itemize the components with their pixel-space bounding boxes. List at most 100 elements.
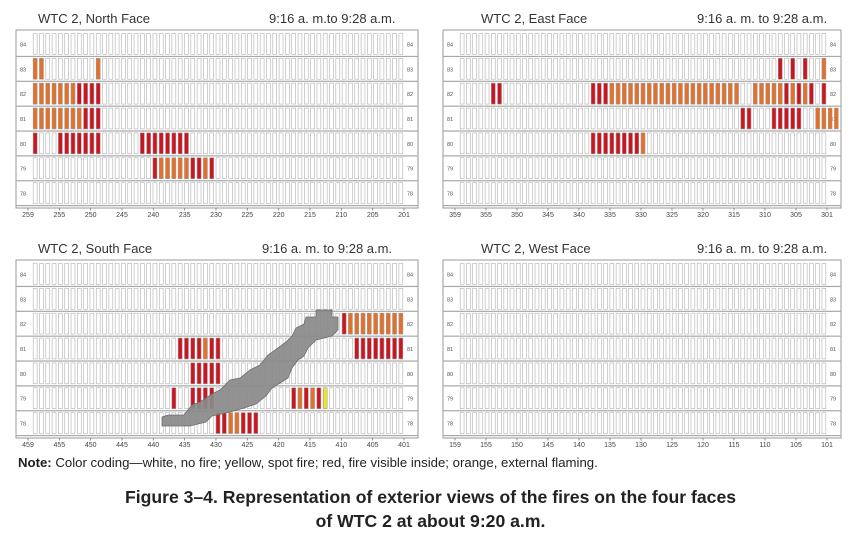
window-cell	[553, 157, 558, 179]
window-cell	[721, 182, 727, 204]
window-cell	[203, 107, 208, 130]
window-cell	[379, 412, 385, 434]
window-cell	[491, 288, 496, 310]
fire-window	[721, 82, 727, 105]
fire-window	[215, 362, 221, 385]
window-cell	[516, 33, 521, 55]
fire-window	[367, 312, 372, 335]
x-tick-label: 235	[179, 212, 191, 219]
window-cell	[190, 312, 196, 335]
x-tick-label: 359	[449, 212, 461, 219]
x-tick-label: 340	[573, 212, 585, 219]
window-cell	[590, 58, 596, 80]
window-cell	[528, 132, 533, 155]
fire-window	[70, 132, 76, 155]
window-cell	[522, 337, 527, 360]
window-cell	[146, 337, 151, 360]
window-cell	[491, 263, 496, 285]
window-cell	[335, 412, 341, 434]
window-cell	[765, 362, 770, 385]
fire-window	[39, 107, 44, 130]
fire-window	[190, 157, 195, 179]
window-cell	[553, 107, 558, 130]
window-cell	[503, 58, 509, 80]
x-tick-mark	[278, 208, 280, 211]
window-cell	[77, 263, 82, 285]
x-tick-mark	[640, 438, 642, 441]
fire-window	[310, 387, 315, 409]
window-cell	[322, 157, 328, 179]
window-cell	[215, 132, 221, 155]
x-tick-label: 450	[85, 442, 97, 449]
window-cell	[114, 33, 120, 55]
window-cell	[39, 132, 44, 155]
window-cell	[746, 362, 752, 385]
window-cell	[753, 33, 758, 55]
window-cell	[58, 337, 63, 360]
floor-label-right-82: 82	[830, 322, 836, 328]
window-cell	[348, 132, 353, 155]
window-cell	[171, 288, 177, 310]
window-cell	[734, 387, 739, 409]
window-cell	[765, 312, 770, 335]
window-cell	[540, 82, 546, 105]
window-cell	[291, 58, 296, 80]
window-cell	[478, 82, 484, 105]
window-cell	[45, 412, 51, 434]
window-cell	[285, 132, 290, 155]
window-cell	[678, 182, 683, 204]
window-cell	[335, 362, 341, 385]
window-cell	[734, 132, 739, 155]
window-cell	[559, 387, 565, 409]
window-cell	[329, 182, 334, 204]
window-cell	[222, 362, 227, 385]
window-cell	[159, 312, 164, 335]
window-cell	[503, 107, 509, 130]
window-cell	[696, 182, 702, 204]
floor-label-80: 80	[447, 372, 453, 378]
window-cell	[646, 33, 652, 55]
window-cell	[703, 157, 708, 179]
fire-window	[45, 82, 50, 105]
window-cell	[690, 288, 696, 310]
window-cell	[266, 312, 271, 335]
window-cell	[329, 33, 334, 55]
fire-window	[821, 107, 827, 130]
window-cell	[821, 288, 827, 310]
fire-window	[640, 82, 646, 105]
window-cell	[728, 337, 733, 360]
fire-window	[89, 132, 95, 155]
window-cell	[83, 33, 88, 55]
window-cell	[77, 387, 82, 409]
floor-label-right-82: 82	[407, 92, 413, 98]
window-cell	[590, 412, 596, 434]
window-cell	[329, 82, 334, 105]
fire-window	[597, 132, 602, 155]
window-cell	[590, 157, 596, 179]
window-cell	[628, 412, 633, 434]
window-cell	[266, 157, 271, 179]
floor-label-80: 80	[20, 142, 26, 148]
window-cell	[478, 132, 484, 155]
window-cell	[784, 312, 789, 335]
window-cell	[367, 107, 372, 130]
fire-window	[609, 82, 615, 105]
window-cell	[615, 263, 621, 285]
x-tick-mark	[733, 438, 735, 441]
window-cell	[740, 58, 746, 80]
window-cell	[590, 387, 596, 409]
window-cell	[540, 157, 546, 179]
window-cell	[584, 387, 590, 409]
window-cell	[671, 132, 677, 155]
window-cell	[721, 288, 727, 310]
fire-window	[659, 82, 664, 105]
window-cell	[121, 33, 126, 55]
window-cell	[734, 182, 739, 204]
window-cell	[634, 58, 640, 80]
floor-label-right-80: 80	[407, 372, 413, 378]
window-cell	[272, 263, 278, 285]
window-cell	[559, 33, 565, 55]
window-cell	[559, 82, 565, 105]
window-cell	[291, 33, 296, 55]
